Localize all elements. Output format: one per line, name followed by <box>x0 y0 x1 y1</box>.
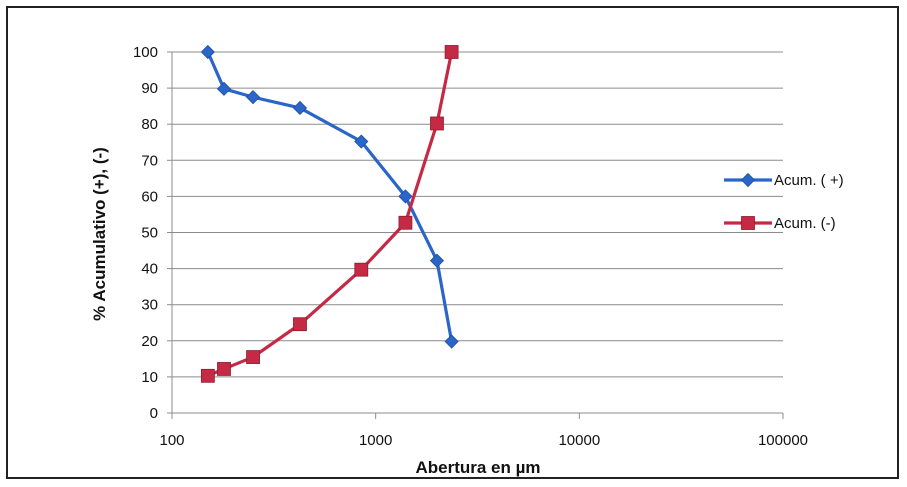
x-tick-labels: 100 1000 10000 100000 <box>159 432 808 449</box>
y-axis-title: % Acumulativo (+), (-) <box>90 147 109 321</box>
y-tick-label: 100 <box>133 44 158 61</box>
data-point-1 <box>398 189 413 204</box>
y-tick-label: 80 <box>141 116 158 133</box>
x-tick-label: 1000 <box>359 432 392 449</box>
data-point-2 <box>293 317 307 332</box>
data-point-1 <box>354 134 369 149</box>
series-markers <box>200 44 459 383</box>
y-tick-label: 30 <box>141 297 158 314</box>
legend-label: Acum. ( +) <box>774 172 844 189</box>
data-point-2 <box>398 215 413 230</box>
y-tick-label: 40 <box>141 261 158 278</box>
y-tick-label: 60 <box>141 188 158 205</box>
x-axis-title: Abertura en µm <box>415 458 540 477</box>
data-point-1 <box>292 100 308 116</box>
data-point-1 <box>444 334 459 349</box>
data-point-2 <box>354 262 369 277</box>
legend-swatch-marker <box>741 216 755 230</box>
data-point-2 <box>444 45 459 59</box>
data-point-1 <box>245 90 261 105</box>
legend: Acum. ( +) Acum. (-) <box>724 172 844 232</box>
y-tick-label: 0 <box>150 405 158 422</box>
legend-label: Acum. (-) <box>774 215 836 232</box>
y-tick-labels: 0 10 20 30 40 50 60 70 80 90 100 <box>133 44 158 422</box>
x-tick-label: 100 <box>159 432 184 449</box>
y-tick-label: 90 <box>141 80 158 97</box>
data-point-2 <box>200 368 215 383</box>
chart-frame <box>6 6 899 479</box>
y-tick-label: 70 <box>141 152 158 169</box>
data-point-1 <box>200 44 215 60</box>
x-tick-label: 100000 <box>758 432 808 449</box>
legend-swatch-marker <box>740 172 756 188</box>
axes <box>167 51 784 419</box>
data-point-2 <box>430 116 444 131</box>
data-point-2 <box>246 350 260 364</box>
series-lines <box>206 51 454 378</box>
data-point-1 <box>216 81 232 96</box>
y-tick-label: 10 <box>141 369 158 386</box>
y-tick-label: 20 <box>141 333 158 350</box>
data-point-2 <box>217 362 231 376</box>
y-tick-label: 50 <box>141 225 158 242</box>
x-tick-label: 10000 <box>558 432 600 449</box>
data-point-1 <box>429 253 445 268</box>
